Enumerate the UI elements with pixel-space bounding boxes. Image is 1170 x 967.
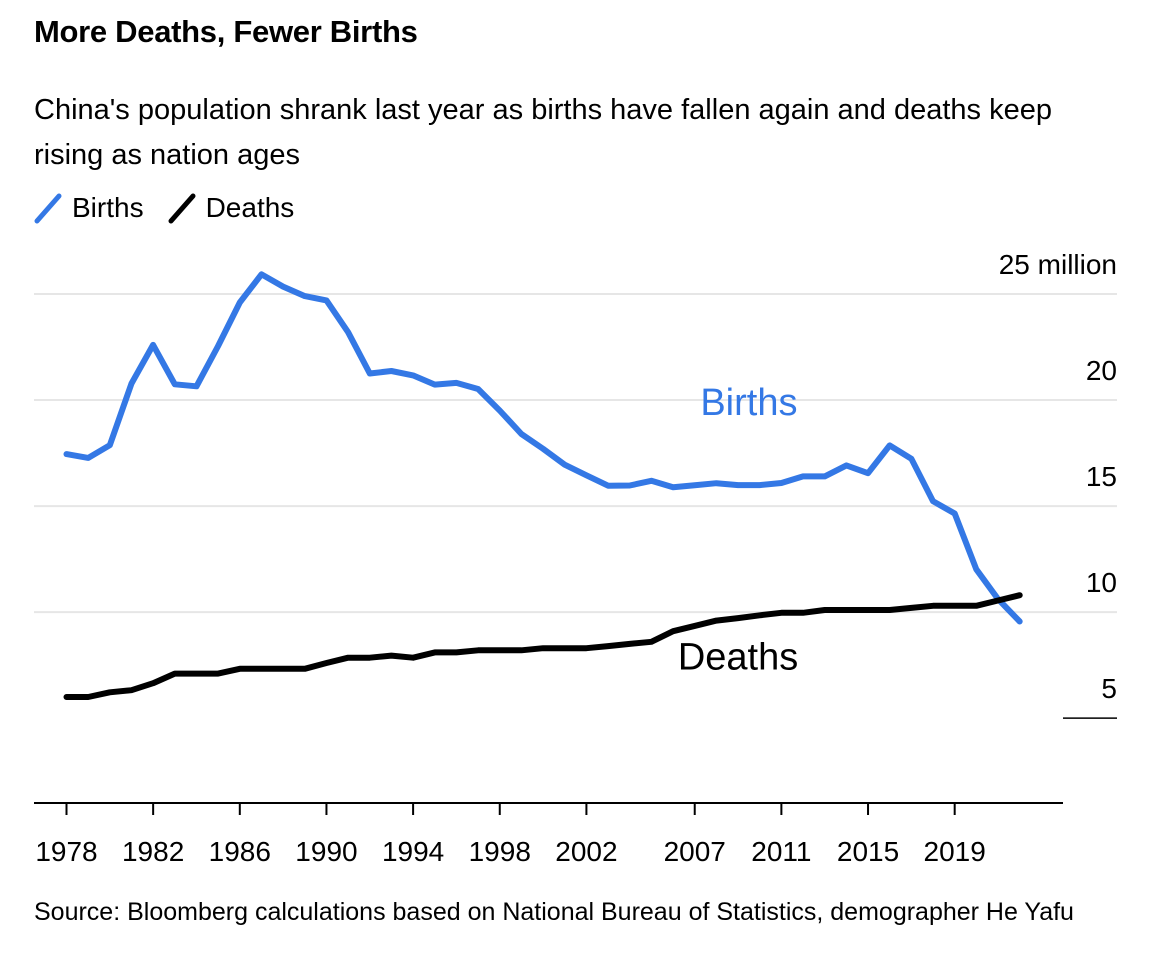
y-tick-label-25: 25 million <box>999 249 1117 280</box>
x-tick-label-1978: 1978 <box>35 836 97 867</box>
births-line-icon <box>34 193 62 224</box>
deaths-line-icon <box>168 193 196 224</box>
x-tick-label-2019: 2019 <box>924 836 986 867</box>
y-tick-label-15: 15 <box>1086 461 1117 492</box>
x-tick-label-1998: 1998 <box>469 836 531 867</box>
legend-item-deaths: Deaths <box>168 190 295 226</box>
x-tick-label-1994: 1994 <box>382 836 444 867</box>
x-tick-label-2015: 2015 <box>837 836 899 867</box>
series-lines <box>63 271 1023 700</box>
chart-title: More Deaths, Fewer Births <box>34 14 418 49</box>
x-tick-label-2011: 2011 <box>751 836 811 867</box>
legend-item-births: Births <box>34 190 144 226</box>
x-tick-label-1986: 1986 <box>209 836 271 867</box>
x-tick-label-1982: 1982 <box>122 836 184 867</box>
x-tick-label-2007: 2007 <box>664 836 726 867</box>
x-tick-label-1990: 1990 <box>295 836 357 867</box>
legend-label-births: Births <box>72 192 144 223</box>
births-series-line <box>63 271 1023 625</box>
legend: Births Deaths <box>34 188 318 228</box>
source-note: Source: Bloomberg calculations based on … <box>34 898 1074 926</box>
y-tick-label-10: 10 <box>1086 567 1117 598</box>
gridlines <box>34 293 1117 719</box>
legend-label-deaths: Deaths <box>205 192 295 223</box>
chart-subtitle: China's population shrank last year as b… <box>34 94 1052 171</box>
y-tick-label-20: 20 <box>1086 355 1117 386</box>
y-tick-label-5: 5 <box>1101 673 1117 704</box>
annotation-deaths: Deaths <box>678 636 798 678</box>
deaths-series-line <box>63 592 1023 700</box>
x-tick-label-2002: 2002 <box>555 836 617 867</box>
x-axis <box>34 802 1063 815</box>
annotation-births: Births <box>700 382 797 424</box>
